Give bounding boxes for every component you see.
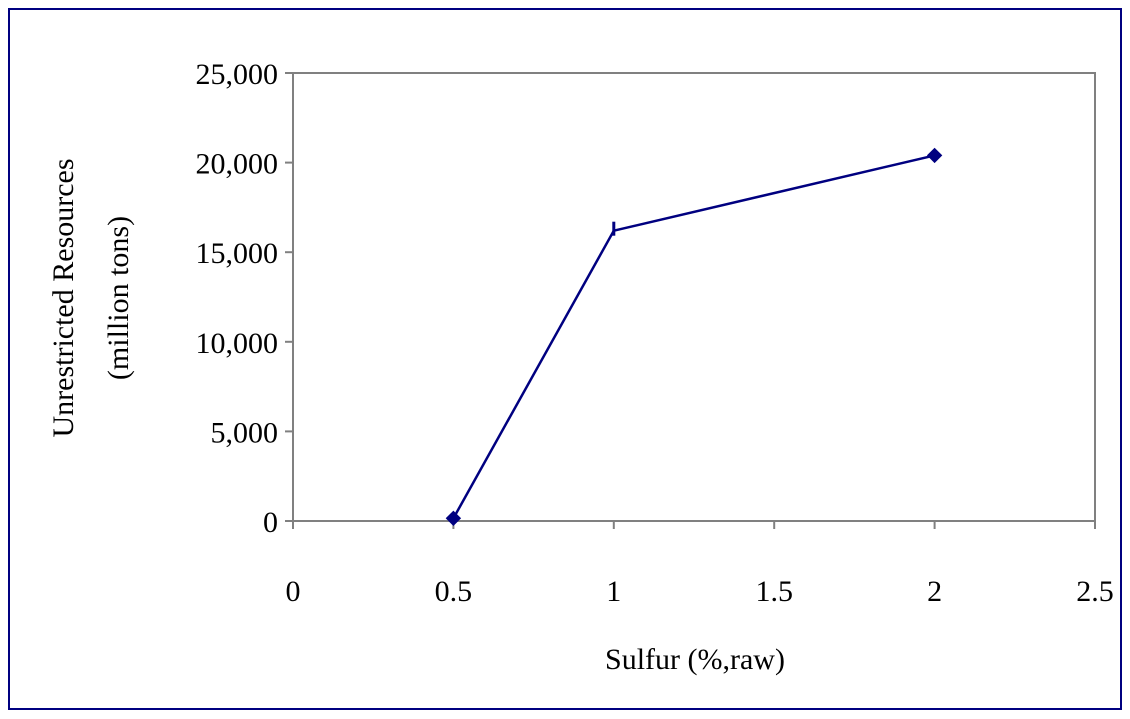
x-tick-label: 1 [606, 575, 621, 608]
chart-frame [8, 8, 1122, 710]
x-tick-label: 0.5 [435, 575, 473, 608]
x-tick-label: 2 [927, 575, 942, 608]
y-axis-title-line-2: (million tons) [102, 216, 135, 380]
series-line [452, 154, 935, 519]
plot-area [292, 72, 1096, 522]
y-axis-title-line-1: Unrestricted Resources [47, 158, 80, 437]
y-tick-label: 20,000 [196, 148, 279, 181]
y-tick-label: 5,000 [211, 416, 279, 449]
y-tick-label: 10,000 [196, 327, 279, 360]
y-tick-label: 0 [263, 506, 278, 539]
x-tick-label: 0 [286, 575, 301, 608]
data-point-marker [926, 147, 943, 164]
y-axis-ticks: 0 5,000 10,000 15,000 20,000 25,000 [196, 58, 293, 539]
x-axis-ticks: 0 0.5 1 1.5 2 2.5 [286, 521, 1114, 608]
x-tick-label: 1.5 [755, 575, 793, 608]
data-point-marker [445, 510, 462, 527]
y-tick-label: 15,000 [196, 237, 279, 270]
plot-border [292, 72, 1096, 522]
series-group [445, 147, 943, 527]
y-tick-label: 25,000 [196, 58, 279, 91]
x-tick-label: 2.5 [1076, 575, 1114, 608]
x-axis-title: Sulfur (%,raw) [605, 643, 785, 676]
